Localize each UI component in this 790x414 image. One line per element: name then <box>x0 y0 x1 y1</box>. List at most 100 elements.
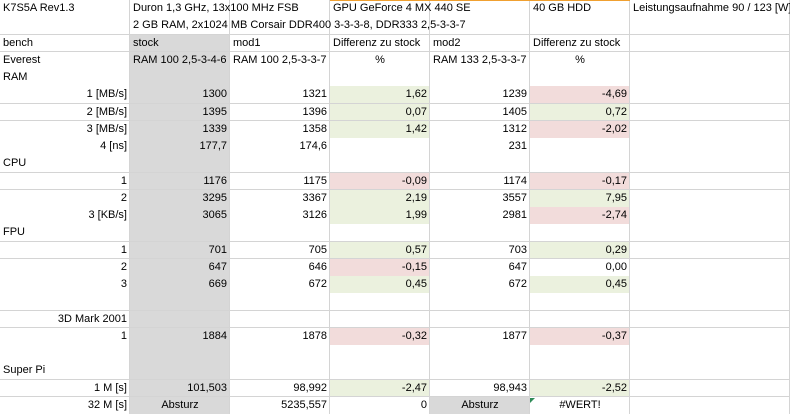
cell-text: mod2 <box>433 36 461 49</box>
cell[interactable] <box>0 345 130 363</box>
cell[interactable] <box>530 293 630 311</box>
cell[interactable] <box>630 86 790 104</box>
cell[interactable] <box>630 69 790 87</box>
cell[interactable] <box>130 310 230 329</box>
cell-text: 1175 <box>303 174 327 187</box>
cell[interactable] <box>530 224 630 242</box>
cell-text: Differenz zu stock <box>333 36 421 49</box>
cell[interactable] <box>330 155 430 173</box>
cell[interactable] <box>630 51 790 70</box>
cell[interactable] <box>630 293 790 311</box>
cell-text: 4 [ns] <box>100 140 127 152</box>
cell[interactable] <box>630 120 790 139</box>
cell-text: 647 <box>208 260 227 273</box>
cell-text: 0 <box>420 398 427 411</box>
cell-text: 1405 <box>502 105 527 118</box>
cell[interactable] <box>530 155 630 173</box>
cell[interactable] <box>630 172 790 191</box>
cell-text: RAM 133 2,5-3-3-7 <box>433 53 527 66</box>
cell-text: 3367 <box>302 191 327 204</box>
cell-text: stock <box>133 36 159 49</box>
cell-text: Absturz <box>161 398 199 411</box>
cell[interactable] <box>330 345 430 363</box>
cell[interactable] <box>130 155 230 173</box>
cell[interactable] <box>230 155 330 173</box>
cell[interactable] <box>630 17 790 35</box>
cell-text: -0,32 <box>401 329 427 342</box>
cell[interactable] <box>530 138 630 156</box>
cell[interactable] <box>630 362 790 380</box>
cell[interactable] <box>630 34 790 53</box>
cell[interactable] <box>230 69 330 87</box>
cell[interactable] <box>230 310 330 329</box>
cell[interactable] <box>630 396 790 414</box>
cell[interactable] <box>630 138 790 156</box>
cell-text: 2,19 <box>405 191 427 204</box>
cell-text: 7,95 <box>605 191 627 204</box>
cell[interactable] <box>130 224 230 242</box>
cell-text: 1 <box>120 174 127 187</box>
cell[interactable] <box>430 362 530 380</box>
cell-text: 705 <box>308 243 327 256</box>
cell[interactable] <box>630 224 790 242</box>
cell[interactable] <box>630 327 790 346</box>
cell-text: -0,17 <box>601 174 627 187</box>
cell[interactable] <box>630 310 790 329</box>
cell-text: CPU <box>3 157 27 170</box>
cell-text: 1877 <box>502 329 527 342</box>
cell[interactable] <box>430 293 530 311</box>
cell-text: 669 <box>208 278 227 290</box>
cell-text: -2,74 <box>601 209 627 221</box>
cell[interactable] <box>230 362 330 380</box>
cell[interactable] <box>130 69 230 87</box>
cell[interactable] <box>630 345 790 363</box>
cell-text: mod1 <box>233 36 261 49</box>
cell[interactable] <box>630 155 790 173</box>
cell-text: 703 <box>508 243 527 256</box>
cell[interactable] <box>630 189 790 208</box>
cell[interactable] <box>530 362 630 380</box>
cell[interactable] <box>530 310 630 329</box>
cell[interactable] <box>630 276 790 294</box>
cell-text: RAM 100 2,5-3-4-6 <box>133 53 227 66</box>
cell[interactable] <box>330 293 430 311</box>
cell[interactable] <box>430 310 530 329</box>
cell-text: 1 M [s] <box>93 381 127 394</box>
cell[interactable] <box>430 155 530 173</box>
cell-text: 0,72 <box>605 105 627 118</box>
cell-text: 1,42 <box>405 122 427 135</box>
cell[interactable] <box>530 69 630 87</box>
cell[interactable] <box>630 241 790 260</box>
cell-text: FPU <box>3 226 25 239</box>
cell[interactable] <box>630 258 790 277</box>
cell[interactable] <box>630 207 790 225</box>
cell[interactable] <box>130 293 230 311</box>
cell[interactable] <box>330 224 430 242</box>
cell[interactable] <box>330 138 430 156</box>
cell[interactable] <box>630 379 790 398</box>
cell[interactable] <box>0 17 130 35</box>
cell[interactable] <box>0 293 130 311</box>
cell[interactable] <box>430 224 530 242</box>
cell[interactable] <box>330 362 430 380</box>
cell-text: 3126 <box>302 209 327 221</box>
cell[interactable] <box>630 103 790 122</box>
cell[interactable] <box>230 345 330 363</box>
cell[interactable] <box>430 345 530 363</box>
cell-text: 3295 <box>202 191 227 204</box>
cell[interactable] <box>530 17 630 35</box>
cell-text: 2 [MB/s] <box>86 105 127 118</box>
cell-text: 5235,557 <box>281 398 327 411</box>
cell-text: 32 M [s] <box>87 398 127 411</box>
cell-text: 646 <box>308 260 327 273</box>
cell[interactable] <box>530 345 630 363</box>
cell[interactable] <box>130 345 230 363</box>
cell[interactable] <box>430 69 530 87</box>
cell[interactable] <box>330 69 430 87</box>
cell[interactable] <box>230 224 330 242</box>
cell[interactable] <box>330 310 430 329</box>
cell-text: 3D Mark 2001 <box>57 312 127 325</box>
cell[interactable] <box>230 293 330 311</box>
cell[interactable] <box>130 362 230 380</box>
cell-text: 0,29 <box>605 243 627 256</box>
